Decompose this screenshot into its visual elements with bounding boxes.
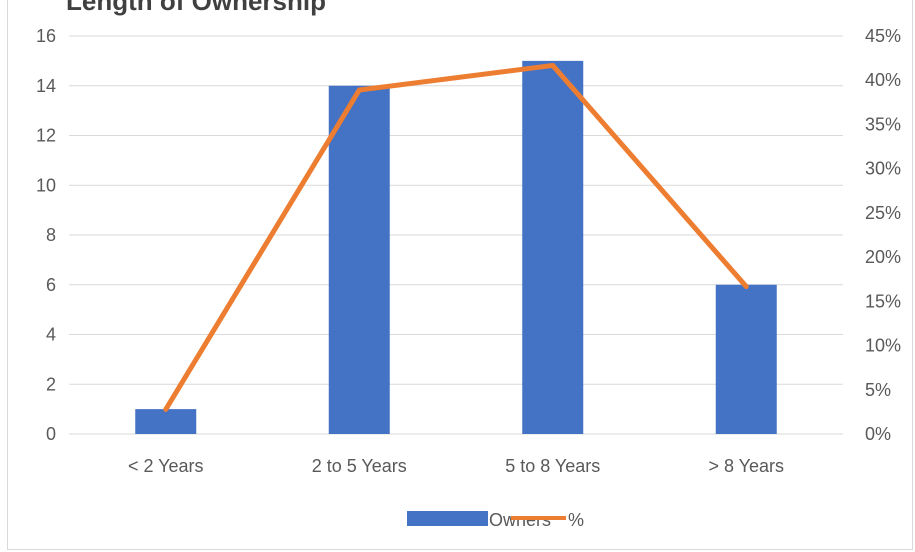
line-point <box>745 285 748 288</box>
gridlines <box>69 35 843 435</box>
chart-frame <box>7 0 913 550</box>
right-tick-label: 20% <box>865 247 901 267</box>
line-series-percent <box>163 62 749 412</box>
category-label: 5 to 8 Years <box>505 456 600 476</box>
right-tick-label: 10% <box>865 336 901 356</box>
right-tick-label: 15% <box>865 291 901 311</box>
bar-owners <box>522 60 584 434</box>
line-point <box>551 64 554 67</box>
bar-owners <box>328 85 390 434</box>
left-tick-label: 10 <box>36 175 56 195</box>
left-tick-label: 0 <box>46 424 56 444</box>
left-tick-label: 12 <box>36 126 56 146</box>
right-axis-ticks: 0% 5% 10% 15% 20% 25% 30% 35% 40% 45% <box>865 26 901 444</box>
legend-percent-label: % <box>568 510 584 530</box>
left-tick-label: 2 <box>46 374 56 394</box>
right-tick-label: 30% <box>865 159 901 179</box>
right-tick-label: 5% <box>865 380 891 400</box>
left-tick-label: 8 <box>46 225 56 245</box>
legend-owners-swatch <box>407 511 488 526</box>
chart-title: Length of Ownership <box>66 0 326 16</box>
bar-owners <box>135 409 197 434</box>
left-tick-label: 6 <box>46 275 56 295</box>
category-labels: < 2 Years 2 to 5 Years 5 to 8 Years > 8 Yea… <box>128 456 784 476</box>
bar-owners <box>715 284 777 434</box>
line-point <box>358 89 361 92</box>
right-tick-label: 0% <box>865 424 891 444</box>
category-label: 2 to 5 Years <box>312 456 407 476</box>
bar-series-owners <box>135 60 777 434</box>
left-tick-label: 14 <box>36 76 56 96</box>
right-tick-label: 35% <box>865 114 901 134</box>
left-tick-label: 16 <box>36 26 56 46</box>
right-tick-label: 40% <box>865 70 901 90</box>
legend: Owners % <box>407 510 584 530</box>
category-label: < 2 Years <box>128 456 204 476</box>
right-tick-label: 25% <box>865 203 901 223</box>
line-percent <box>163 62 749 412</box>
left-axis-ticks: 0 2 4 6 8 10 12 14 16 <box>36 26 56 444</box>
left-tick-label: 4 <box>46 325 56 345</box>
category-label: > 8 Years <box>708 456 784 476</box>
line-point <box>164 408 167 411</box>
right-tick-label: 45% <box>865 26 901 46</box>
